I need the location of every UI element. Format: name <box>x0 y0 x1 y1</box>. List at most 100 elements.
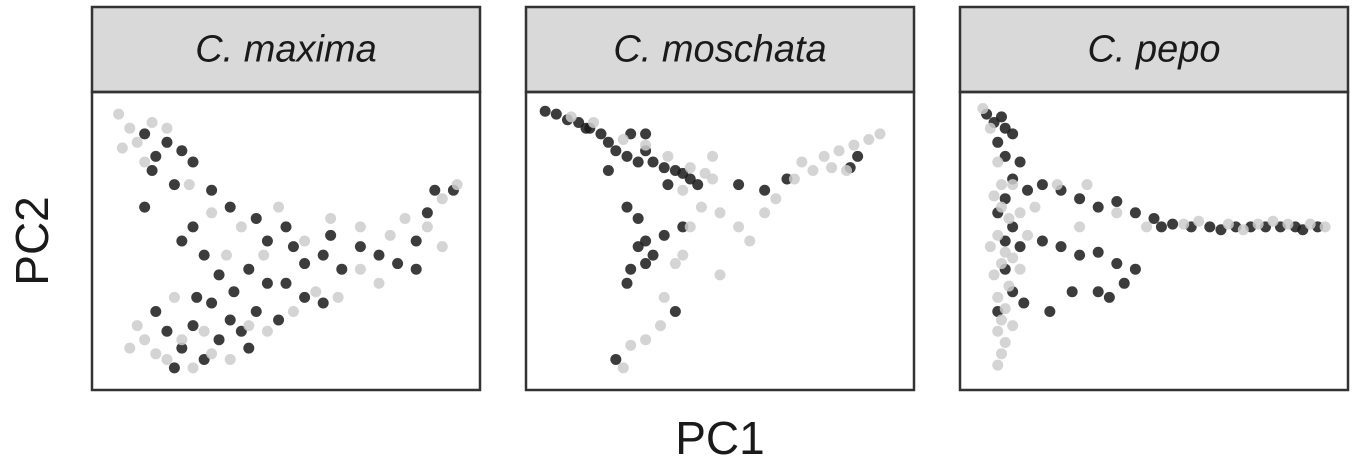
point <box>733 221 745 233</box>
point <box>992 156 1004 168</box>
point <box>999 246 1011 258</box>
point <box>191 291 203 303</box>
panel-border <box>524 90 916 392</box>
point <box>299 235 311 247</box>
point <box>451 179 463 191</box>
point <box>999 337 1011 349</box>
point <box>429 184 441 196</box>
point <box>317 249 329 261</box>
point <box>617 362 629 374</box>
point <box>299 258 311 270</box>
point <box>1018 297 1030 309</box>
point <box>992 136 1004 148</box>
point <box>684 162 696 174</box>
point <box>988 269 1000 281</box>
point <box>617 133 629 145</box>
point <box>187 320 199 332</box>
point <box>198 325 210 337</box>
point <box>235 221 247 233</box>
point <box>1304 218 1316 230</box>
point <box>287 306 299 317</box>
point <box>187 221 199 233</box>
point <box>1066 286 1078 298</box>
point <box>632 156 644 168</box>
point <box>1297 224 1309 236</box>
point <box>1081 179 1093 191</box>
point <box>621 150 633 162</box>
point <box>250 306 262 317</box>
point <box>213 334 225 346</box>
point <box>213 269 225 281</box>
point <box>392 258 404 270</box>
point <box>421 221 433 233</box>
point <box>250 212 262 224</box>
point <box>113 108 125 120</box>
point <box>1111 258 1123 270</box>
point <box>1074 221 1086 233</box>
point <box>677 167 689 179</box>
point <box>565 111 577 123</box>
point <box>852 150 864 162</box>
point <box>677 249 689 261</box>
point <box>228 286 240 298</box>
point <box>658 162 670 174</box>
x-axis-title: PC1 <box>675 412 764 464</box>
point <box>183 179 195 191</box>
point <box>647 249 659 261</box>
point <box>1074 193 1086 205</box>
point <box>224 201 236 213</box>
point <box>373 277 385 289</box>
point <box>1252 218 1264 230</box>
point <box>999 122 1011 134</box>
point <box>677 184 689 196</box>
point <box>826 162 838 174</box>
point <box>373 249 385 261</box>
point <box>261 235 273 247</box>
point <box>224 314 236 326</box>
point <box>580 122 592 134</box>
point <box>224 353 236 365</box>
point <box>150 150 162 162</box>
point <box>662 179 674 191</box>
point <box>1022 229 1034 241</box>
point <box>640 128 652 140</box>
point <box>1014 207 1026 219</box>
point <box>310 286 322 298</box>
point <box>139 334 151 346</box>
point <box>150 348 162 360</box>
point <box>1167 218 1179 230</box>
point <box>995 348 1007 360</box>
point <box>647 156 659 168</box>
point <box>1036 235 1048 247</box>
point <box>299 291 311 303</box>
point <box>707 150 719 162</box>
point <box>640 139 652 151</box>
point <box>1074 249 1086 261</box>
point <box>131 136 143 148</box>
point <box>1111 207 1123 219</box>
point <box>1003 212 1015 224</box>
point <box>317 297 329 309</box>
point <box>258 249 270 261</box>
point <box>1148 212 1160 224</box>
point <box>176 334 188 346</box>
point <box>625 128 637 140</box>
point <box>206 297 218 309</box>
point <box>662 150 674 162</box>
point <box>992 229 1004 241</box>
point <box>325 212 337 224</box>
panel-border <box>958 90 1350 392</box>
point <box>684 221 696 233</box>
point <box>161 122 173 134</box>
point <box>640 334 652 346</box>
point <box>807 165 819 176</box>
point <box>999 150 1011 162</box>
point <box>332 291 344 303</box>
point <box>139 201 151 213</box>
point <box>436 193 448 205</box>
point <box>707 173 719 185</box>
point <box>1129 263 1141 275</box>
point <box>280 277 292 289</box>
point <box>139 128 151 140</box>
